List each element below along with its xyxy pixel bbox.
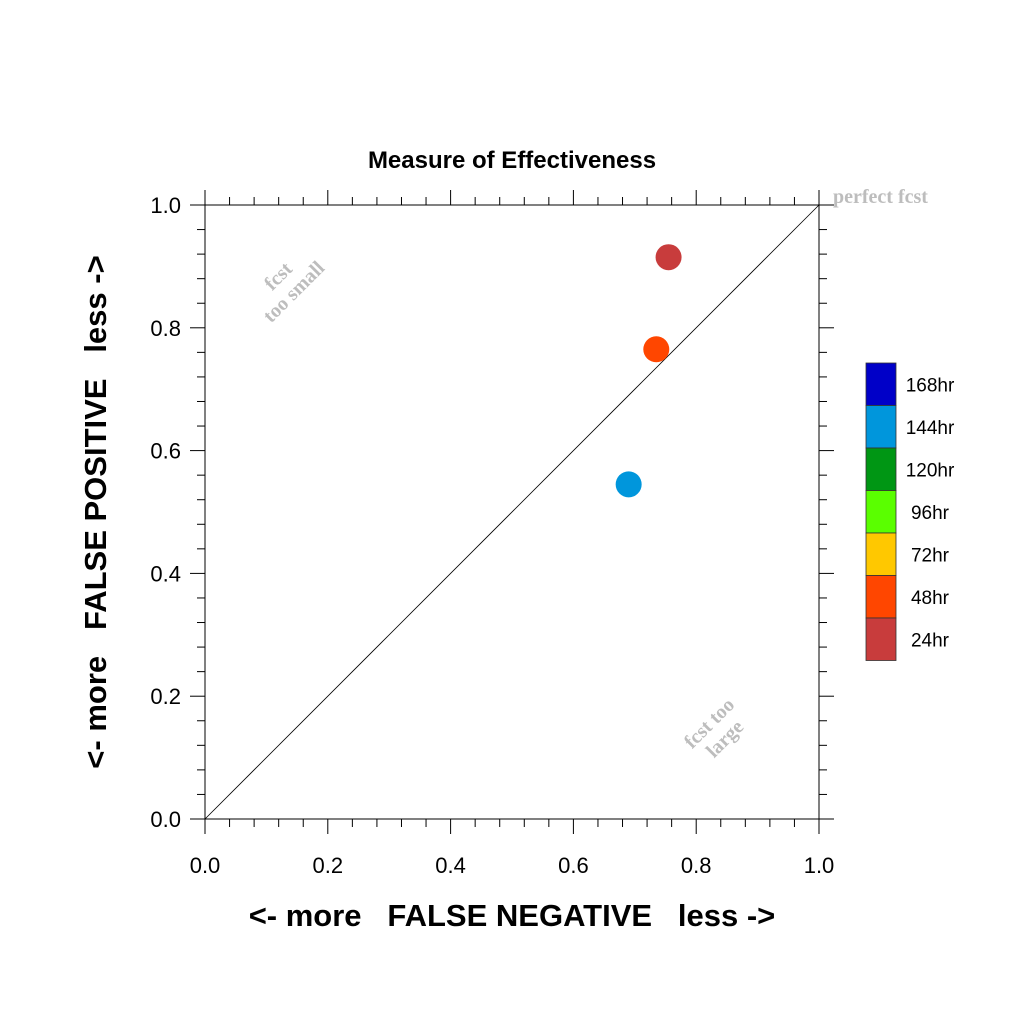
annotation-too-large: fcst too large <box>680 694 748 762</box>
legend-swatch-144hr <box>865 405 897 449</box>
legend-swatch-48hr <box>865 575 897 619</box>
legend-label-168hr: 168hr <box>906 375 955 396</box>
x-tick-label: 1.0 <box>804 853 835 878</box>
legend-label-24hr: 24hr <box>911 630 950 651</box>
x-tick-label: 0.2 <box>313 853 344 878</box>
reference-diagonal <box>204 204 820 820</box>
legend-label-144hr: 144hr <box>906 418 955 439</box>
data-point-48hr <box>643 336 670 363</box>
y-axis-label: <- more FALSE POSITIVE less -> <box>78 255 113 768</box>
plot-frame <box>204 204 820 820</box>
legend-swatch-168hr <box>865 362 897 406</box>
chart-title: Measure of Effectiveness <box>368 147 656 174</box>
y-tick-label: 0.4 <box>150 561 181 586</box>
plot-area: 0.0 0.2 0.4 0.6 0.8 1.0 0.0 0.2 0.4 0.6 0.8 1.0 <box>150 190 834 878</box>
legend-label-48hr: 48hr <box>911 588 950 609</box>
data-point-144hr <box>615 471 642 498</box>
x-tick-label: 0.8 <box>681 853 712 878</box>
y-tick-label: 1.0 <box>150 193 181 218</box>
annotation-perfect-fcst: perfect fcst <box>833 186 928 208</box>
legend-label-96hr: 96hr <box>911 503 950 524</box>
legend: 168hr 144hr 120hr 96hr 72hr 48hr 24hr <box>865 362 955 661</box>
legend-swatch-24hr <box>865 617 897 661</box>
x-axis-label: <- more FALSE NEGATIVE less -> <box>249 898 776 933</box>
legend-label-120hr: 120hr <box>906 460 955 481</box>
y-tick-label: 0.2 <box>150 684 181 709</box>
legend-swatch-72hr <box>865 532 897 576</box>
x-tick-label: 0.0 <box>190 853 221 878</box>
x-tick-label: 0.6 <box>558 853 589 878</box>
data-point-24hr <box>655 244 682 271</box>
legend-swatch-120hr <box>865 447 897 491</box>
y-tick-label: 0.6 <box>150 439 181 464</box>
legend-swatch-96hr <box>865 490 897 534</box>
legend-label-72hr: 72hr <box>911 545 950 566</box>
y-tick-label: 0.8 <box>150 316 181 341</box>
annotation-too-small-line2: too small <box>259 257 329 327</box>
x-tick-label: 0.4 <box>435 853 466 878</box>
y-tick-label: 0.0 <box>150 807 181 832</box>
annotation-too-small: fcst too small <box>259 257 329 327</box>
